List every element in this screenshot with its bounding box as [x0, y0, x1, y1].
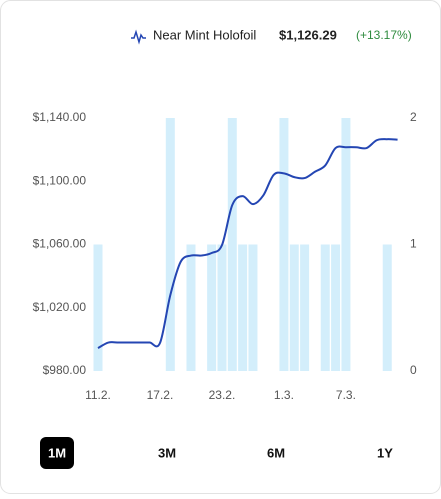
y-tick-label: $980.00: [43, 363, 87, 377]
legend-label: Near Mint Holofoil: [153, 27, 256, 42]
bar: [279, 118, 289, 371]
price-change: (+13.17%): [356, 28, 412, 42]
y2-tick-label: 0: [410, 363, 417, 377]
range-buttons: 1M 3M 6M 1Y: [40, 437, 393, 469]
x-tick-label: 7.3.: [336, 388, 356, 402]
y-tick-label: $1,100.00: [33, 173, 87, 187]
bar: [300, 244, 310, 371]
y-tick-label: $1,020.00: [33, 300, 87, 314]
range-button-bg[interactable]: [40, 437, 74, 469]
y-tick-label: $1,140.00: [33, 110, 87, 124]
bar: [238, 244, 248, 371]
bar: [331, 244, 341, 371]
range-button[interactable]: 1M: [48, 445, 66, 460]
bar: [93, 244, 103, 371]
bar: [289, 244, 299, 371]
legend-icon: [131, 29, 146, 45]
bar: [248, 244, 258, 371]
bar: [320, 244, 330, 371]
y2-tick-label: 1: [410, 237, 417, 251]
range-button[interactable]: 6M: [267, 445, 285, 460]
bar: [207, 244, 217, 371]
price-line: [97, 138, 398, 349]
plot: $980.00 $1,020.00 $1,060.00 $1,100.00 $1,140…: [33, 110, 417, 402]
bar: [165, 118, 175, 371]
bar: [341, 118, 351, 371]
x-tick-label: 17.2.: [147, 388, 174, 402]
bar: [382, 244, 392, 371]
range-button[interactable]: 1Y: [377, 445, 393, 460]
current-price: $1,126.29: [279, 27, 337, 42]
x-tick-label: 1.3.: [274, 388, 294, 402]
y2-tick-label: 2: [410, 110, 417, 124]
bar: [186, 244, 196, 371]
x-tick-label: 23.2.: [209, 388, 236, 402]
y-tick-label: $1,060.00: [33, 237, 87, 251]
bar: [217, 244, 227, 371]
x-tick-label: 11.2.: [85, 388, 111, 402]
range-button[interactable]: 3M: [158, 445, 176, 460]
bar: [227, 118, 237, 371]
